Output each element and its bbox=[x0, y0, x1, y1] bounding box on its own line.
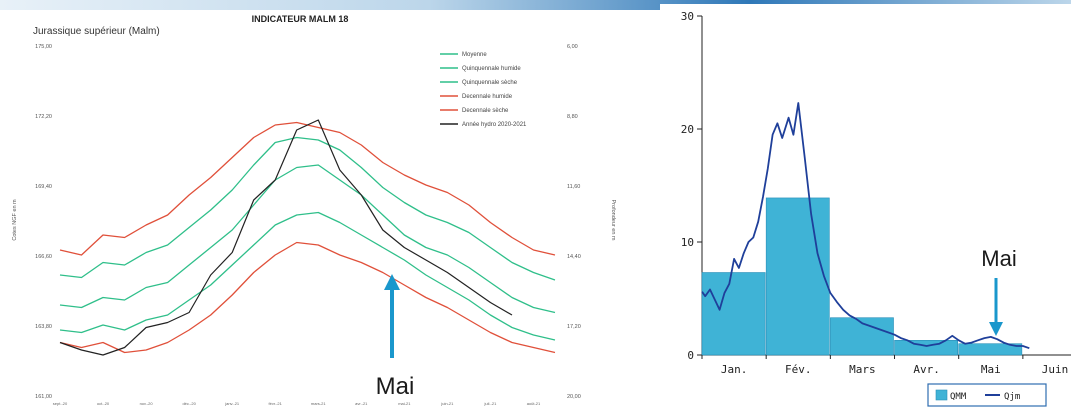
left-y-tick-label: 175,00 bbox=[35, 44, 52, 50]
series-line-2 bbox=[59, 211, 556, 341]
malm-indicator-chart: INDICATEUR MALM 18 Jurassique supérieur (… bbox=[12, 14, 616, 406]
x-tick-label: Juin bbox=[1042, 363, 1069, 376]
x-tick-label: Avr. bbox=[913, 363, 940, 376]
x-tick-label: févr.-21 bbox=[269, 401, 283, 406]
x-tick-label: mai-21 bbox=[398, 401, 411, 406]
x-tick-label: déc.-20 bbox=[182, 401, 196, 406]
legend-label: Decennale sèche bbox=[462, 108, 509, 114]
x-tick-label: Jan. bbox=[721, 363, 748, 376]
chart-title: INDICATEUR MALM 18 bbox=[252, 14, 349, 24]
legend-label: Année hydro 2020-2021 bbox=[462, 122, 527, 128]
legend-label: Quinquennale sèche bbox=[462, 80, 518, 86]
right-y-tick-label: 8,80 bbox=[567, 114, 578, 120]
malm-indicator-chart-panel: INDICATEUR MALM 18 Jurassique supérieur (… bbox=[0, 10, 660, 411]
series-line-0 bbox=[59, 164, 556, 314]
series-line-4 bbox=[59, 241, 556, 354]
x-tick-label: sept.-20 bbox=[53, 401, 68, 406]
x-tick-label: janv.-21 bbox=[224, 401, 240, 406]
x-tick-label: nov.-20 bbox=[140, 401, 154, 406]
right-axis-title: Profondeur en m bbox=[610, 200, 616, 241]
legend-label: Decennale humide bbox=[462, 94, 513, 100]
x-tick-label: juil.-21 bbox=[484, 401, 498, 406]
x-tick-label: oct.-20 bbox=[97, 401, 110, 406]
chart-subtitle: Jurassique supérieur (Malm) bbox=[33, 26, 160, 37]
right-y-tick-label: 6,00 bbox=[567, 44, 578, 50]
series-line-3 bbox=[59, 121, 556, 256]
may-arrow-head bbox=[989, 322, 1003, 336]
y-tick-label: 0 bbox=[687, 349, 694, 362]
x-tick-label: Mai bbox=[981, 363, 1001, 376]
x-tick-label: mars-21 bbox=[311, 401, 326, 406]
qjm-line bbox=[701, 102, 1030, 350]
left-y-tick-label: 161,00 bbox=[35, 394, 52, 400]
x-tick-label: avr.-21 bbox=[355, 401, 368, 406]
may-arrow-head bbox=[384, 274, 400, 290]
left-y-tick-label: 169,40 bbox=[35, 184, 52, 190]
qmm-bar bbox=[894, 340, 958, 356]
legend-label: Moyenne bbox=[462, 52, 487, 58]
x-tick-label: juin-21 bbox=[440, 401, 454, 406]
series-line-1 bbox=[59, 136, 556, 281]
legend-qmm-swatch bbox=[935, 389, 948, 401]
x-tick-label: Fév. bbox=[785, 363, 812, 376]
left-axis-title: Cotes NGF en m bbox=[12, 199, 18, 241]
may-annotation-label: Mai bbox=[376, 373, 415, 400]
left-y-tick-label: 172,20 bbox=[35, 114, 52, 120]
y-tick-label: 30 bbox=[681, 10, 694, 23]
right-y-tick-label: 17,20 bbox=[567, 324, 581, 330]
left-y-tick-label: 163,80 bbox=[35, 324, 52, 330]
qmm-bar bbox=[701, 272, 766, 356]
left-y-tick-label: 166,60 bbox=[35, 254, 52, 260]
x-tick-label: Mars bbox=[849, 363, 876, 376]
qmm-bar bbox=[765, 197, 830, 356]
qmm-bar bbox=[958, 343, 1023, 356]
discharge-chart-panel: 0 10 20 30 Jan. Fév. Mars Avr. Mai Juin QMM Qjm Mai bbox=[660, 4, 1071, 411]
y-tick-label: 10 bbox=[681, 236, 694, 249]
top-decorative-strip bbox=[0, 0, 1071, 10]
right-y-tick-label: 11,60 bbox=[567, 184, 580, 190]
right-y-tick-label: 14,40 bbox=[567, 254, 581, 260]
legend-qjm-label: Qjm bbox=[1004, 392, 1020, 402]
discharge-chart: 0 10 20 30 Jan. Fév. Mars Avr. Mai Juin QMM Qjm Mai bbox=[681, 10, 1071, 407]
legend-qmm-label: QMM bbox=[950, 392, 967, 402]
y-tick-label: 20 bbox=[681, 123, 694, 136]
x-tick-label: août-21 bbox=[527, 401, 541, 406]
right-y-tick-label: 20,00 bbox=[567, 394, 581, 400]
series-line-5 bbox=[59, 119, 513, 356]
legend-label: Quinquennale humide bbox=[462, 66, 521, 72]
may-annotation-label: Mai bbox=[981, 246, 1016, 271]
